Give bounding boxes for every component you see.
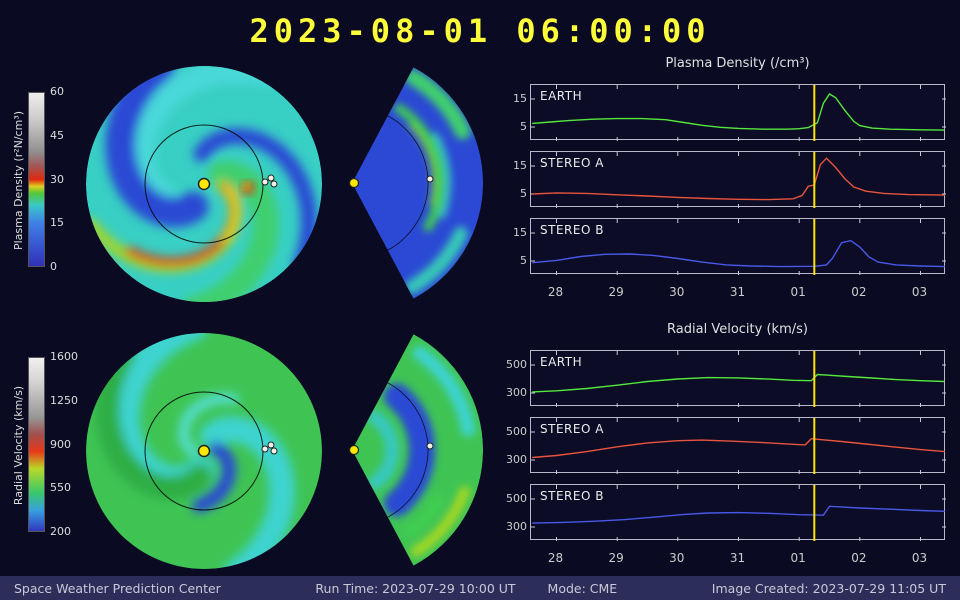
x-tick-label: 01 [790,551,806,565]
x-tick-label: 02 [851,285,867,299]
colorbar-density-label: Plasma Density (r²N/cm³) [12,110,25,251]
y-tick-label: 15 [513,226,527,239]
velocity-meridional-wedge [348,334,484,566]
x-tick-label: 29 [608,285,624,299]
y-tick-label: 15 [513,159,527,172]
series-label: EARTH [540,355,583,369]
x-tick-label: 03 [911,285,928,299]
series-label: STEREO B [540,223,604,237]
x-tick-label: 29 [608,551,624,565]
colorbar-tick-label: 1600 [50,350,78,363]
y-tick-label: 500 [506,425,527,438]
timeseries-panel-stereo-b: 300 500 STEREO B [506,484,946,541]
colorbar-tick-label: 550 [50,481,71,495]
timeseries-panel-stereo-a: 300 500 STEREO A [506,417,946,474]
radial-velocity-panels: 300 500 EARTH 300 500 STEREO A 300 500 STEREO B 2… [496,350,956,567]
x-tick-label: 02 [851,551,867,565]
x-tick-label: 31 [729,551,746,565]
footer-source: Space Weather Prediction Center [14,580,221,596]
x-tick-label: 30 [669,285,685,299]
radial-velocity-chart-title: Radial Velocity (km/s) [667,322,808,337]
colorbar-tick-label: 900 [50,437,71,451]
series-label: STEREO A [540,156,604,170]
colorbar-density-gradient [28,92,45,267]
x-tick-label: 28 [547,551,564,565]
footer-run-info: Run Time: 2023-07-29 10:00 UT Mode: CME [315,581,617,596]
y-tick-label: 5 [520,187,527,200]
x-tick-label: 30 [669,551,685,565]
colorbar-tick-label: 15 [50,216,64,230]
colorbar-velocity-label: Radial Velocity (km/s) [12,385,25,506]
colorbar-tick-label: 60 [50,85,64,98]
y-tick-label: 5 [520,120,527,133]
footer-created: Image Created: 2023-07-29 11:05 UT [711,580,946,596]
x-tick-label: 01 [790,285,806,299]
velocity-equatorial-map [86,333,322,569]
x-tick-label: 31 [729,285,746,299]
x-tick-label: 28 [547,285,564,299]
plasma-density-chart-title: Plasma Density (/cm³) [665,56,810,71]
series-label: STEREO B [540,489,604,503]
y-tick-label: 500 [506,492,527,505]
y-tick-label: 5 [520,254,527,267]
density-equatorial-map [86,66,322,302]
timeseries-panel-earth: 300 500 EARTH [506,350,946,407]
y-tick-label: 15 [513,92,527,105]
x-axis-labels: 28 29 30 31 01 02 03 [530,285,945,301]
series-label: EARTH [540,89,583,103]
x-axis-labels: 28 29 30 31 01 02 03 [530,551,945,567]
colorbar-tick-label: 200 [50,525,71,538]
y-tick-label: 300 [506,453,527,466]
timeseries-panel-earth: 5 15 EARTH [513,84,946,141]
status-bar: Space Weather Prediction Center Run Time… [0,576,960,600]
colorbar-tick-label: 30 [50,172,64,186]
colorbar-tick-label: 1250 [50,393,78,407]
plasma-density-panels: 5 15 EARTH 5 15 STEREO A 5 15 STEREO B 28 29 30 31 01… [496,84,956,301]
series-label: STEREO A [540,422,604,436]
colorbar-tick-label: 45 [50,128,64,142]
plasma-density-timeseries-group: Plasma Density (/cm³) 5 15 EARTH 5 15 STEREO … [496,56,956,301]
y-tick-label: 300 [506,520,527,533]
y-tick-label: 500 [506,358,527,371]
y-tick-label: 300 [506,386,527,399]
timeseries-panel-stereo-a: 5 15 STEREO A [513,151,946,208]
colorbar-tick-label: 0 [50,260,57,273]
x-tick-label: 03 [911,551,928,565]
colorbar-plasma-density: Plasma Density (r²N/cm³) 0 15 30 45 60 [2,85,88,283]
density-meridional-wedge [348,67,484,299]
radial-velocity-timeseries-group: Radial Velocity (km/s) 300 500 EARTH 300 500… [496,322,956,567]
timeseries-panel-stereo-b: 5 15 STEREO B [513,218,946,275]
colorbar-radial-velocity: Radial Velocity (km/s) 200 550 900 1250 1600 [2,350,88,548]
footer-run-time: Run Time: 2023-07-29 10:00 UT [315,580,516,596]
footer-mode: Mode: CME [547,580,618,596]
timestamp-title: 2023-08-01 06:00:00 [249,12,711,50]
colorbar-velocity-gradient [28,357,45,532]
